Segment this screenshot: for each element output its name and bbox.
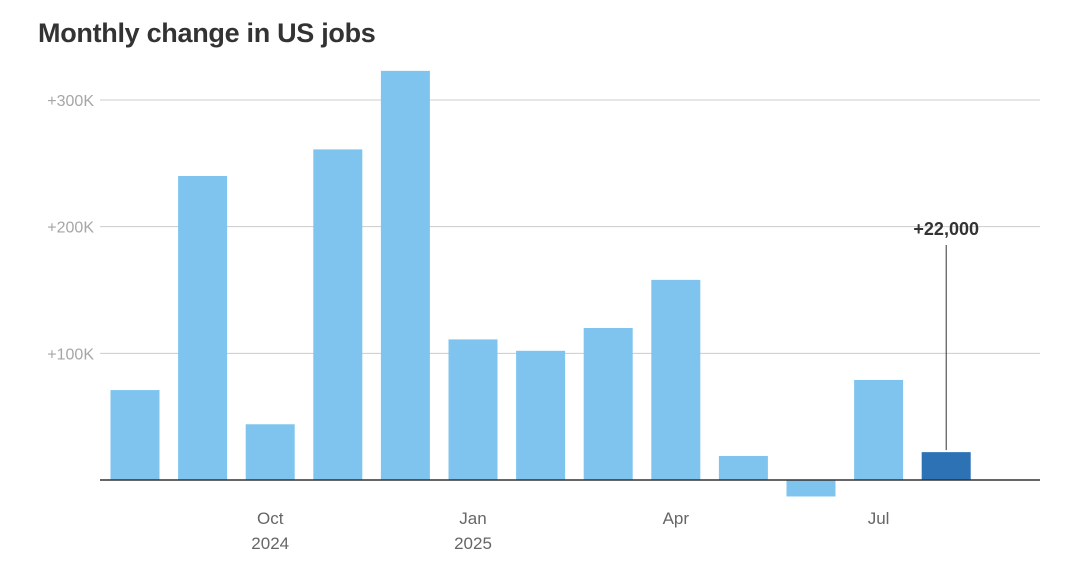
x-tick-year-label: 2025 (454, 534, 492, 553)
chart-title: Monthly change in US jobs (38, 18, 376, 48)
x-tick-label: Apr (663, 509, 690, 528)
x-tick-label: Jul (868, 509, 890, 528)
x-tick-label: Oct (257, 509, 284, 528)
y-tick-label: +200K (47, 220, 94, 237)
bar (178, 175, 228, 480)
annotation-label: +22,000 (913, 219, 979, 239)
bar (516, 350, 566, 480)
x-tick-year-label: 2024 (251, 534, 289, 553)
y-tick-label: +100K (47, 346, 94, 363)
bar (854, 379, 904, 480)
bar (786, 480, 836, 497)
bar (313, 149, 363, 480)
bar (583, 327, 633, 480)
bar (110, 390, 160, 480)
bar (380, 70, 430, 481)
bar-highlight (921, 452, 971, 480)
bar (718, 455, 768, 480)
bar (448, 339, 498, 480)
x-tick-label: Jan (459, 509, 486, 528)
bar (651, 279, 701, 480)
y-tick-label: +300K (47, 93, 94, 110)
bar (245, 424, 295, 480)
